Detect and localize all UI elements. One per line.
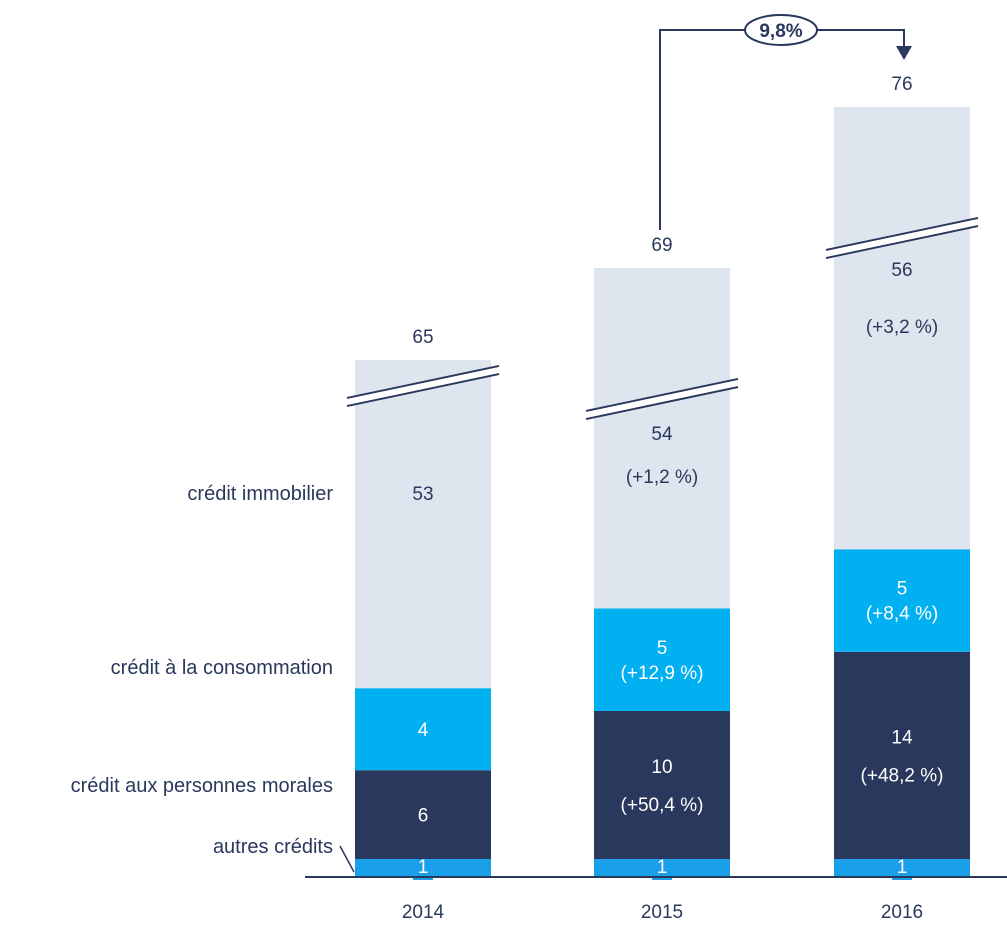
bar-personnes-morales: [834, 651, 970, 859]
axis-break-mark: [346, 365, 500, 399]
x-tick-label: 2014: [402, 902, 445, 923]
axis-break-mark: [825, 217, 979, 251]
total-label: 69: [651, 235, 672, 256]
axis-break-gap: [347, 367, 499, 405]
growth-arrowhead: [896, 46, 912, 60]
bar-consommation: [355, 688, 491, 771]
bar-consommation: [594, 608, 730, 711]
growth-label-personnes-morales: (+50,4 %): [621, 795, 704, 816]
growth-arrow-line: [659, 29, 745, 230]
x-tick-label: 2016: [881, 902, 923, 923]
bar-immobilier: [355, 360, 491, 689]
data-label-autres-credits: 1: [418, 857, 429, 878]
bar-personnes-morales: [355, 770, 491, 859]
total-label: 76: [891, 74, 912, 95]
growth-badge-text: 9,8%: [759, 21, 802, 42]
growth-badge: [744, 14, 818, 46]
bars-layer: [346, 107, 979, 880]
total-label: 65: [412, 327, 433, 348]
growth-arrow-line-right: [817, 29, 905, 48]
data-label-consommation: 4: [418, 720, 429, 741]
axis-break-gap: [826, 219, 978, 257]
bar-autres-credits-badge: [892, 856, 912, 880]
axis-break-mark: [585, 378, 739, 412]
growth-label-consommation: (+8,4 %): [866, 604, 938, 625]
bar-autres-credits-badge: [413, 856, 433, 880]
axis-break-mark: [585, 386, 739, 420]
bar-autres-credits-badge: [652, 856, 672, 880]
data-label-immobilier: 53: [412, 484, 433, 505]
bar-consommation: [834, 549, 970, 652]
data-label-consommation: 5: [657, 638, 668, 659]
series-label-autres-credits: autres crédits: [213, 836, 333, 858]
data-label-autres-credits: 1: [897, 857, 908, 878]
data-label-personnes-morales: 14: [891, 727, 913, 748]
growth-label-immobilier: (+3,2 %): [866, 317, 938, 338]
data-label-autres-credits: 1: [657, 857, 668, 878]
data-label-immobilier: 54: [651, 424, 673, 445]
axis-break-gap: [586, 380, 738, 418]
data-label-immobilier: 56: [891, 260, 912, 281]
axis-break-mark: [346, 373, 500, 407]
x-tick-label: 2015: [641, 902, 683, 923]
series-label-personnes-morales: crédit aux personnes morales: [71, 775, 333, 797]
series-label-immobilier: crédit immobilier: [187, 483, 333, 505]
data-label-personnes-morales: 10: [651, 757, 672, 778]
data-label-consommation: 5: [897, 579, 908, 600]
growth-label-consommation: (+12,9 %): [621, 663, 704, 684]
data-label-personnes-morales: 6: [418, 806, 429, 827]
growth-annotation: 9,8%: [659, 14, 912, 230]
growth-label-immobilier: (+1,2 %): [626, 467, 698, 488]
growth-label-personnes-morales: (+48,2 %): [861, 765, 944, 786]
series-label-leader: [339, 845, 355, 873]
bar-immobilier: [834, 107, 970, 550]
bar-personnes-morales: [594, 711, 730, 859]
axis-break-mark: [825, 225, 979, 259]
series-labels: crédit immobilier crédit à la consommatio…: [71, 483, 355, 873]
x-tick-labels: 2014 2015 2016: [402, 902, 923, 923]
bar-immobilier: [594, 268, 730, 609]
series-label-consommation: crédit à la consommation: [111, 657, 333, 679]
labels-layer: 1 6 4 53 65 1 10 (+50,4 %) 5 (+12,9 %) 54 (+1,2 %) 6…: [412, 74, 943, 878]
